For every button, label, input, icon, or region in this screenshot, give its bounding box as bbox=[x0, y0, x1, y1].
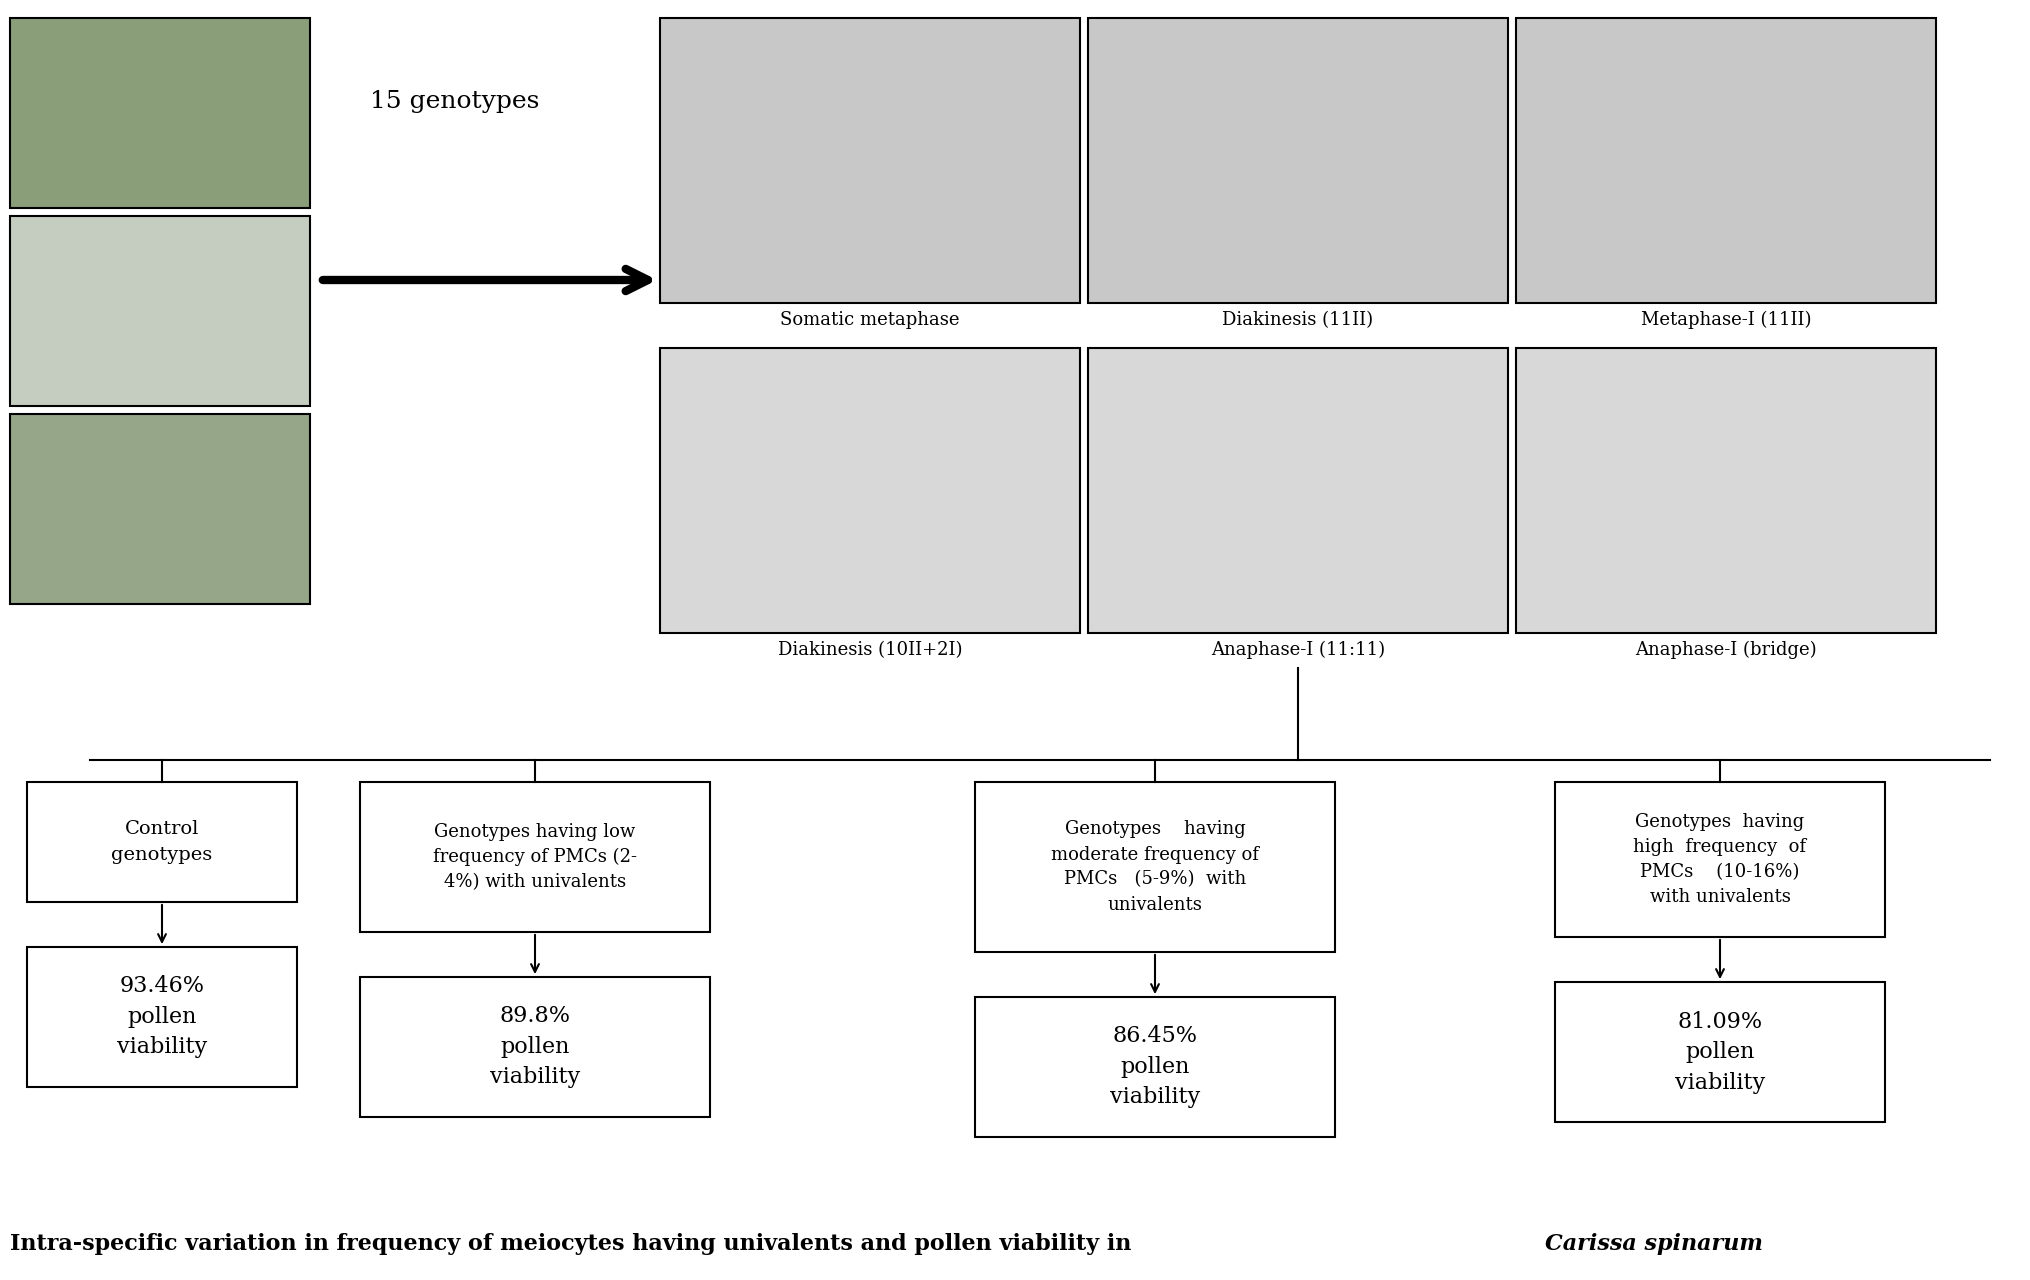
Text: 93.46%
pollen
viability: 93.46% pollen viability bbox=[118, 975, 207, 1059]
Bar bbox=[974, 782, 1336, 952]
Bar bbox=[10, 216, 311, 406]
Text: 81.09%
pollen
viability: 81.09% pollen viability bbox=[1675, 1010, 1766, 1093]
Text: Diakinesis (11II): Diakinesis (11II) bbox=[1222, 311, 1374, 329]
Text: Genotypes    having
moderate frequency of
PMCs   (5-9%)  with
univalents: Genotypes having moderate frequency of P… bbox=[1052, 820, 1259, 914]
Text: 15 genotypes: 15 genotypes bbox=[369, 90, 540, 113]
Bar bbox=[974, 997, 1336, 1137]
Bar bbox=[660, 348, 1080, 634]
Bar bbox=[10, 413, 311, 604]
Bar bbox=[10, 18, 311, 207]
Bar bbox=[1088, 348, 1508, 634]
Text: 89.8%
pollen
viability: 89.8% pollen viability bbox=[489, 1006, 581, 1088]
Text: 86.45%
pollen
viability: 86.45% pollen viability bbox=[1110, 1025, 1200, 1108]
Text: Diakinesis (10II+2I): Diakinesis (10II+2I) bbox=[777, 641, 962, 659]
Text: Carissa spinarum: Carissa spinarum bbox=[1545, 1233, 1762, 1254]
Text: Genotypes  having
high  frequency  of
PMCs    (10-16%)
with univalents: Genotypes having high frequency of PMCs … bbox=[1634, 813, 1807, 906]
Text: Genotypes having low
frequency of PMCs (2-
4%) with univalents: Genotypes having low frequency of PMCs (… bbox=[432, 823, 637, 891]
Bar bbox=[26, 947, 296, 1087]
Text: Intra-specific variation in frequency of meiocytes having univalents and pollen : Intra-specific variation in frequency of… bbox=[10, 1233, 1139, 1254]
Text: Metaphase-I (11II): Metaphase-I (11II) bbox=[1640, 311, 1811, 329]
Bar bbox=[359, 782, 710, 932]
Bar bbox=[1516, 348, 1937, 634]
Bar bbox=[1088, 18, 1508, 303]
Bar bbox=[359, 977, 710, 1117]
Bar bbox=[660, 18, 1080, 303]
Text: Somatic metaphase: Somatic metaphase bbox=[780, 311, 960, 329]
Bar bbox=[26, 782, 296, 902]
Bar bbox=[1555, 982, 1886, 1123]
Bar bbox=[1555, 782, 1886, 937]
Text: Anaphase-I (11:11): Anaphase-I (11:11) bbox=[1212, 641, 1384, 659]
Bar bbox=[1516, 18, 1937, 303]
Text: Anaphase-I (bridge): Anaphase-I (bridge) bbox=[1636, 641, 1817, 659]
Text: Control
genotypes: Control genotypes bbox=[112, 820, 213, 864]
